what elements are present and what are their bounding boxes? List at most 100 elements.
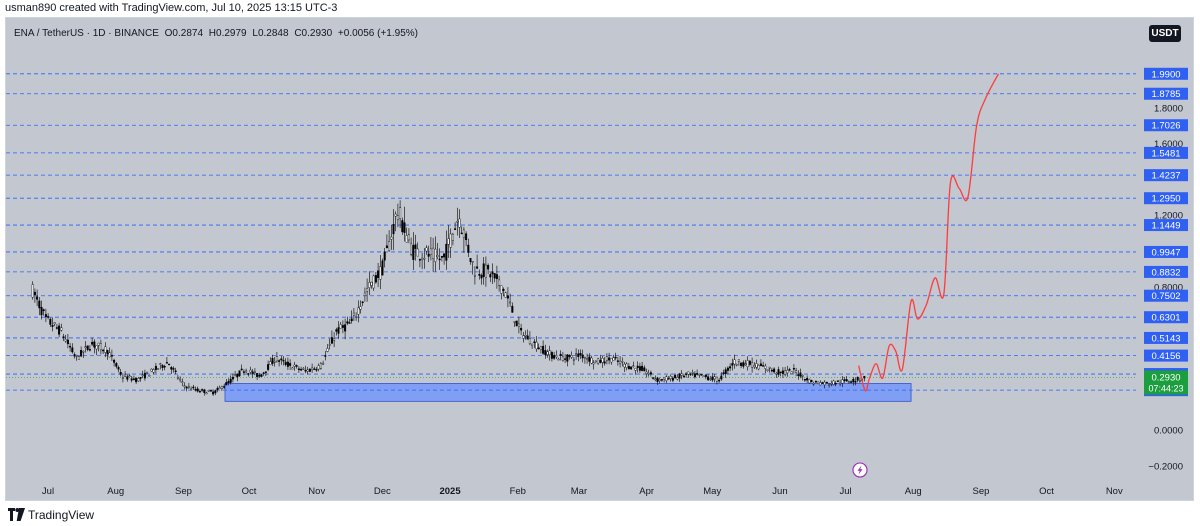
time-tick-label: Oct <box>1039 486 1054 497</box>
candle-body <box>737 359 740 362</box>
candle-body <box>377 270 380 278</box>
candle-body <box>282 359 285 362</box>
time-tick-label: Oct <box>242 486 257 497</box>
candle-body <box>460 232 463 235</box>
candle-body <box>304 369 307 372</box>
candle-body <box>159 363 162 365</box>
candle-body <box>614 356 617 359</box>
candle-body <box>372 275 375 289</box>
candle-body <box>271 358 274 364</box>
candle-body <box>414 244 417 249</box>
candle-body <box>251 371 254 374</box>
candle-body <box>196 388 199 392</box>
candle-body <box>841 379 844 384</box>
candle-body <box>368 282 371 288</box>
candle-body <box>190 388 193 391</box>
candle-body <box>641 365 644 371</box>
legend-close: C0.2930 <box>294 28 333 39</box>
candle-body <box>619 360 622 364</box>
candle-body <box>150 368 153 372</box>
candle-body <box>643 367 646 372</box>
candle-body <box>526 335 529 340</box>
candle-body <box>528 337 531 345</box>
candle-body <box>823 381 826 386</box>
candle-body <box>418 259 421 261</box>
level-label: 0.6301 <box>1151 313 1180 324</box>
candle-body <box>583 357 586 359</box>
candle-body <box>245 370 248 373</box>
candle-body <box>240 368 243 371</box>
candle-body <box>720 375 723 380</box>
candle-body <box>502 288 505 291</box>
candle-body <box>687 371 690 375</box>
candle-body <box>621 361 624 363</box>
candle-body <box>680 373 683 376</box>
candle-body <box>258 375 261 377</box>
candle-body <box>775 372 778 375</box>
candle-body <box>542 345 545 354</box>
currency-button[interactable]: USDT <box>1149 25 1181 42</box>
candle-body <box>473 275 476 277</box>
candle-body <box>128 375 131 377</box>
price-chart[interactable]: 1.8000 1.6000 1.2000 0.8000 0.0000 −0.2000 1.9… <box>6 18 1193 500</box>
candle-body <box>645 371 648 374</box>
candle-body <box>293 364 296 367</box>
level-label-box <box>1144 311 1188 324</box>
candle-body <box>520 327 523 331</box>
candle-body <box>181 381 184 383</box>
candle-body <box>407 234 410 241</box>
candle-body <box>201 389 204 391</box>
candle-body <box>836 380 839 382</box>
candle-body <box>678 373 681 379</box>
candle-body <box>755 363 758 368</box>
candle-body <box>647 373 650 375</box>
candle-body <box>132 378 135 380</box>
candle-body <box>817 381 820 384</box>
candle-body <box>337 327 340 334</box>
time-tick-label: Jun <box>772 486 787 497</box>
candle-body <box>467 244 470 253</box>
time-tick-label: Jul <box>839 486 851 497</box>
candle-body <box>825 381 828 384</box>
candle-body <box>586 358 589 360</box>
candle-body <box>403 222 406 233</box>
candle-body <box>663 377 666 380</box>
price-tick-label: 0.0000 <box>1154 426 1183 437</box>
candle-body <box>346 321 349 324</box>
time-tick-label: Mar <box>571 486 587 497</box>
candle-body <box>381 260 384 276</box>
candle-body <box>733 359 736 365</box>
candle-body <box>359 306 362 310</box>
candle-body <box>113 359 116 363</box>
candle-body <box>799 372 802 377</box>
candle-body <box>137 378 140 382</box>
candle-body <box>682 375 685 378</box>
candle-body <box>220 386 223 390</box>
candle-body <box>832 380 835 385</box>
candle-body <box>610 358 613 363</box>
candle-body <box>605 356 608 361</box>
candle-body <box>742 362 745 367</box>
candle-body <box>568 354 571 357</box>
candle-body <box>47 316 50 318</box>
candle-body <box>845 379 848 382</box>
legend-low: L0.2848 <box>252 28 289 39</box>
candle-body <box>333 338 336 341</box>
candle-body <box>456 221 459 223</box>
chart-panel[interactable]: 1.8000 1.6000 1.2000 0.8000 0.0000 −0.2000 1.9… <box>5 17 1194 501</box>
candle-body <box>170 367 173 370</box>
candle-body <box>234 374 237 376</box>
candle-body <box>161 365 164 368</box>
candle-body <box>814 381 817 383</box>
level-label: 1.7026 <box>1151 121 1180 132</box>
candle-body <box>581 354 584 359</box>
candle-body <box>187 385 190 388</box>
candle-body <box>753 365 756 368</box>
candle-body <box>515 320 518 327</box>
candle-body <box>225 382 228 386</box>
candle-body <box>355 316 358 318</box>
candle-body <box>99 343 102 351</box>
candle-body <box>577 353 580 357</box>
candle-body <box>93 341 96 348</box>
level-label: 1.5481 <box>1151 148 1180 159</box>
